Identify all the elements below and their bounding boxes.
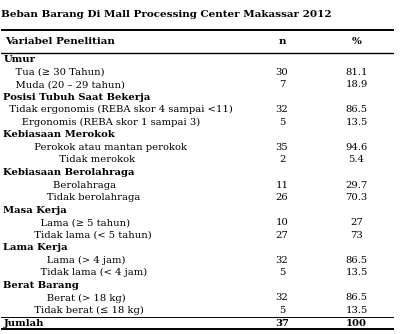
Text: 81.1: 81.1 <box>346 68 368 77</box>
Text: 70.3: 70.3 <box>346 193 368 202</box>
Text: 32: 32 <box>276 105 288 114</box>
Text: 5: 5 <box>279 306 285 315</box>
Text: 86.5: 86.5 <box>346 105 368 114</box>
Text: 5.4: 5.4 <box>348 156 365 164</box>
Text: Tidak merokok: Tidak merokok <box>3 156 135 164</box>
Text: Kebiasaan Berolahraga: Kebiasaan Berolahraga <box>3 168 135 177</box>
Text: Posisi Tubuh Saat Bekerja: Posisi Tubuh Saat Bekerja <box>3 93 151 102</box>
Text: Lama (> 4 jam): Lama (> 4 jam) <box>3 256 126 265</box>
Text: 5: 5 <box>279 268 285 277</box>
Text: 32: 32 <box>276 294 288 303</box>
Text: Kebiasaan Merokok: Kebiasaan Merokok <box>3 130 115 139</box>
Text: 26: 26 <box>276 193 288 202</box>
Text: Muda (20 – 29 tahun): Muda (20 – 29 tahun) <box>3 80 125 89</box>
Text: 37: 37 <box>275 319 289 328</box>
Text: n: n <box>279 37 286 46</box>
Text: Beban Barang Di Mall Processing Center Makassar 2012: Beban Barang Di Mall Processing Center M… <box>1 10 332 19</box>
Text: Lama Kerja: Lama Kerja <box>3 243 68 252</box>
Text: Umur: Umur <box>3 55 35 64</box>
Text: Tidak lama (< 4 jam): Tidak lama (< 4 jam) <box>3 268 148 278</box>
Text: 100: 100 <box>346 319 367 328</box>
Text: Masa Kerja: Masa Kerja <box>3 206 67 215</box>
Text: Tidak ergonomis (REBA skor 4 sampai <11): Tidak ergonomis (REBA skor 4 sampai <11) <box>3 105 233 114</box>
Text: Tidak berolahraga: Tidak berolahraga <box>3 193 141 202</box>
Text: Berat Barang: Berat Barang <box>3 281 79 290</box>
Text: 27: 27 <box>276 231 288 240</box>
Text: Variabel Penelitian: Variabel Penelitian <box>5 37 115 46</box>
Text: Tua (≥ 30 Tahun): Tua (≥ 30 Tahun) <box>3 68 105 77</box>
Text: Berolahraga: Berolahraga <box>3 181 117 190</box>
Text: 13.5: 13.5 <box>346 268 368 277</box>
Text: Berat (> 18 kg): Berat (> 18 kg) <box>3 293 126 303</box>
Text: 13.5: 13.5 <box>346 118 368 127</box>
Text: Lama (≥ 5 tahun): Lama (≥ 5 tahun) <box>3 218 130 227</box>
Text: Ergonomis (REBA skor 1 sampai 3): Ergonomis (REBA skor 1 sampai 3) <box>3 118 200 127</box>
Text: Tidak berat (≤ 18 kg): Tidak berat (≤ 18 kg) <box>3 306 144 315</box>
Text: 5: 5 <box>279 118 285 127</box>
Text: 73: 73 <box>350 231 363 240</box>
Text: 10: 10 <box>276 218 288 227</box>
Text: 27: 27 <box>350 218 363 227</box>
Text: Jumlah: Jumlah <box>3 319 44 328</box>
Text: 35: 35 <box>276 143 288 152</box>
Text: 18.9: 18.9 <box>346 80 368 89</box>
Text: Perokok atau mantan perokok: Perokok atau mantan perokok <box>3 143 187 152</box>
Text: 11: 11 <box>276 181 289 190</box>
Text: 94.6: 94.6 <box>346 143 368 152</box>
Text: 13.5: 13.5 <box>346 306 368 315</box>
Text: 29.7: 29.7 <box>346 181 368 190</box>
Text: Tidak lama (< 5 tahun): Tidak lama (< 5 tahun) <box>3 231 152 240</box>
Text: 7: 7 <box>279 80 285 89</box>
Text: 32: 32 <box>276 256 288 265</box>
Text: 2: 2 <box>279 156 285 164</box>
Text: 86.5: 86.5 <box>346 256 368 265</box>
Text: 30: 30 <box>276 68 288 77</box>
Text: %: % <box>352 37 362 46</box>
Text: 86.5: 86.5 <box>346 294 368 303</box>
